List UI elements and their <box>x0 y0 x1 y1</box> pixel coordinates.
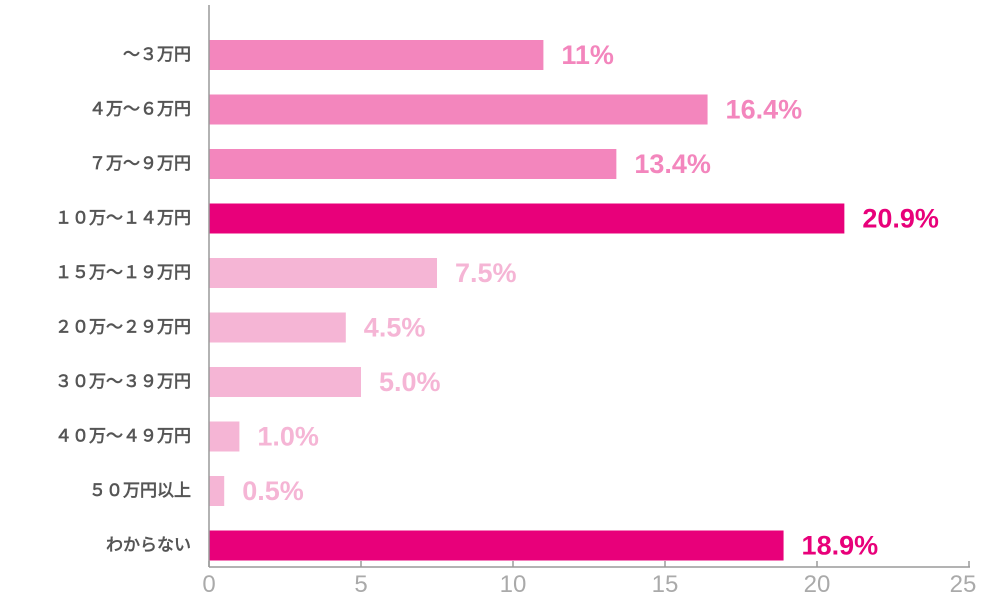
bar-1 <box>209 94 708 125</box>
category-label-2: ７万～９万円 <box>89 154 191 174</box>
category-label-4: １５万～１９万円 <box>55 263 191 283</box>
bar-7 <box>209 421 240 452</box>
bar-3 <box>209 203 845 234</box>
value-label-3: 20.9% <box>862 204 939 234</box>
bar-8 <box>209 476 225 506</box>
bars-group <box>209 40 845 561</box>
category-label-7: ４０万～４９万円 <box>55 427 191 447</box>
value-label-4: 7.5% <box>455 258 517 288</box>
category-label-8: ５０万円以上 <box>89 481 191 501</box>
bar-2 <box>209 149 617 179</box>
x-tick-label-0: 0 <box>202 571 215 596</box>
value-label-2: 13.4% <box>634 149 711 179</box>
x-axis-ticks: 0 5 10 15 20 25 <box>202 561 976 596</box>
bar-0 <box>209 40 544 70</box>
value-label-7: 1.0% <box>257 422 319 452</box>
bar-6 <box>209 367 361 397</box>
category-label-1: ４万～６万円 <box>89 100 191 120</box>
category-label-0: ～３万円 <box>123 45 191 65</box>
value-label-9: 18.9% <box>802 531 879 561</box>
x-tick-label-1: 5 <box>354 571 367 596</box>
category-label-3: １０万～１４万円 <box>55 209 191 229</box>
bar-9 <box>209 530 784 561</box>
value-label-8: 0.5% <box>242 476 304 506</box>
x-tick-label-2: 10 <box>500 571 527 596</box>
category-label-5: ２０万～２９万円 <box>55 318 191 338</box>
x-tick-label-3: 15 <box>652 571 679 596</box>
value-label-6: 5.0% <box>379 367 441 397</box>
category-label-6: ３０万～３９万円 <box>55 372 191 392</box>
bar-5 <box>209 312 346 343</box>
bar-4 <box>209 258 437 288</box>
category-labels: ～３万円 ４万～６万円 ７万～９万円 １０万～１４万円 １５万～１９万円 ２０万～２９万円… <box>55 45 191 556</box>
x-tick-label-5: 25 <box>950 571 977 596</box>
category-label-9: わからない <box>106 536 191 556</box>
x-tick-label-4: 20 <box>804 571 831 596</box>
value-labels: 11% 16.4% 13.4% 20.9% 7.5% 4.5% 5.0% 1.0% 0.5% 18… <box>242 40 939 561</box>
value-label-5: 4.5% <box>364 313 426 343</box>
value-label-1: 16.4% <box>726 95 803 125</box>
value-label-0: 11% <box>561 40 614 70</box>
